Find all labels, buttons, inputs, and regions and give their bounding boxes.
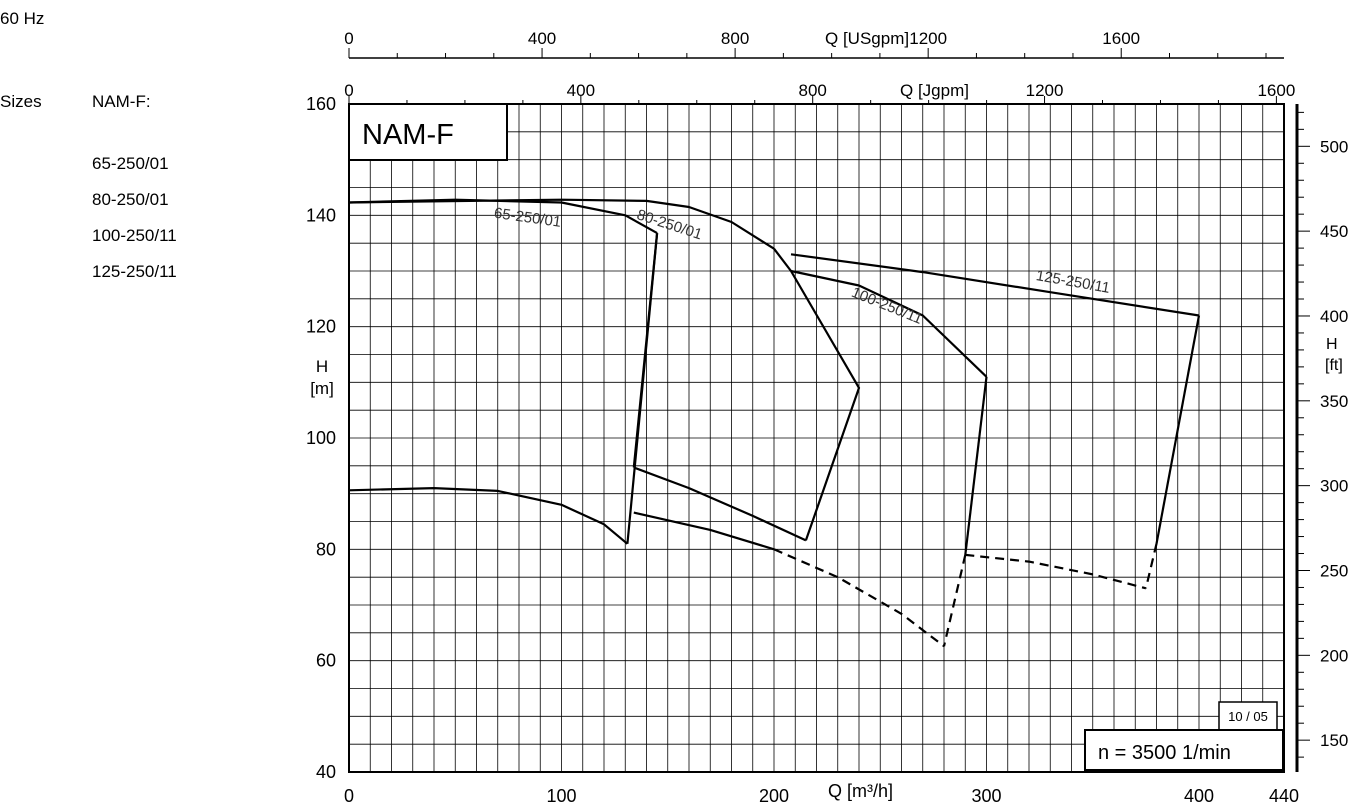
x-tick-label: 440 — [1269, 786, 1299, 806]
curve-80-250-01-outer — [773, 248, 861, 541]
top-axis-2-tick-label: 1200 — [1026, 81, 1064, 100]
x-axis-label: Q [m³/h] — [828, 781, 893, 801]
right-axis-tick-label: 350 — [1320, 392, 1348, 411]
x-tick-label: 200 — [759, 786, 789, 806]
size-item-65-250-01: 65-250/01 — [92, 154, 169, 173]
y-tick-label: 60 — [316, 651, 336, 671]
y-axis-unit: [m] — [310, 379, 334, 398]
curve-100-250-11-right-dashed — [942, 554, 967, 647]
x-tick-label: 100 — [546, 786, 576, 806]
size-item-100-250-11: 100-250/11 — [92, 226, 177, 245]
curve-80-250-01-max — [348, 198, 775, 250]
right-axis-tick-label: 150 — [1320, 731, 1348, 750]
size-item-80-250-01: 80-250/01 — [92, 190, 169, 209]
y-tick-label: 40 — [316, 762, 336, 782]
curve-125-250-11-max — [790, 253, 1200, 317]
top-axis-1-tick-label: 1200 — [909, 29, 947, 48]
revision-box — [1218, 701, 1278, 731]
top-axis-1-tick-label: 1600 — [1102, 29, 1140, 48]
right-axis-tick-label: 250 — [1320, 561, 1348, 580]
curve-125-250-11-min-dashed — [965, 553, 1147, 590]
curve-100-250-11-min-dashed — [773, 548, 945, 648]
y-tick-label: 140 — [306, 205, 336, 225]
curve-80-250-01-min — [633, 466, 807, 542]
top-axis-2-tick-label: 1600 — [1257, 81, 1295, 100]
x-tick-label: 300 — [971, 786, 1001, 806]
series-title: NAM-F: — [92, 92, 151, 111]
curve-label: 65-250/01 — [493, 205, 562, 231]
x-tick-label: 0 — [344, 786, 354, 806]
right-axis-tick-label: 300 — [1320, 477, 1348, 496]
top-axis-1-tick-label: 400 — [528, 29, 556, 48]
top-axis-2-label: Q [Jgpm] — [900, 81, 969, 100]
curve-100-250-11-min — [633, 511, 775, 551]
curve-125-250-11-right — [1155, 315, 1201, 545]
y-tick-label: 80 — [316, 539, 336, 559]
top-axis-2-tick-label: 0 — [344, 81, 353, 100]
top-axis-1-tick-label: 800 — [721, 29, 749, 48]
curve-100-250-11-max — [790, 269, 988, 378]
size-item-125-250-11: 125-250/11 — [92, 262, 177, 281]
curve-100-250-11-right — [964, 376, 988, 556]
revision-label: 10 / 05 — [1228, 709, 1268, 724]
top-axis-1-label: Q [USgpm] — [825, 29, 909, 48]
curve-65-250-01-min — [348, 487, 629, 545]
right-axis-tick-label: 500 — [1320, 137, 1348, 156]
sizes-label: Sizes — [0, 92, 42, 111]
speed-label: n = 3500 1/min — [1098, 742, 1231, 764]
y-tick-label: 160 — [306, 94, 336, 114]
right-axis-label: H — [1326, 336, 1338, 353]
top-axis-2-tick-label: 800 — [799, 81, 827, 100]
top-axis-2-tick-label: 400 — [567, 81, 595, 100]
y-axis-label: H — [316, 357, 328, 376]
x-tick-label: 400 — [1184, 786, 1214, 806]
top-axis-1-tick-label: 0 — [344, 29, 353, 48]
right-axis-tick-label: 400 — [1320, 307, 1348, 326]
right-axis-tick-label: 450 — [1320, 222, 1348, 241]
y-tick-label: 120 — [306, 317, 336, 337]
grid — [348, 103, 1285, 773]
right-axis-unit: [ft] — [1325, 357, 1343, 374]
curve-label: 80-250/01 — [635, 206, 705, 243]
right-axis-tick-label: 200 — [1320, 646, 1348, 665]
y-tick-label: 100 — [306, 428, 336, 448]
title-box — [348, 103, 508, 161]
curve-125-250-11-right-dashed — [1144, 543, 1158, 589]
curve-80-250-01-left — [632, 232, 659, 468]
speed-box — [1084, 729, 1284, 771]
chart-title: NAM-F — [362, 119, 454, 151]
frequency-label: 60 Hz — [0, 9, 45, 28]
curve-label: 100-250/11 — [849, 284, 925, 328]
